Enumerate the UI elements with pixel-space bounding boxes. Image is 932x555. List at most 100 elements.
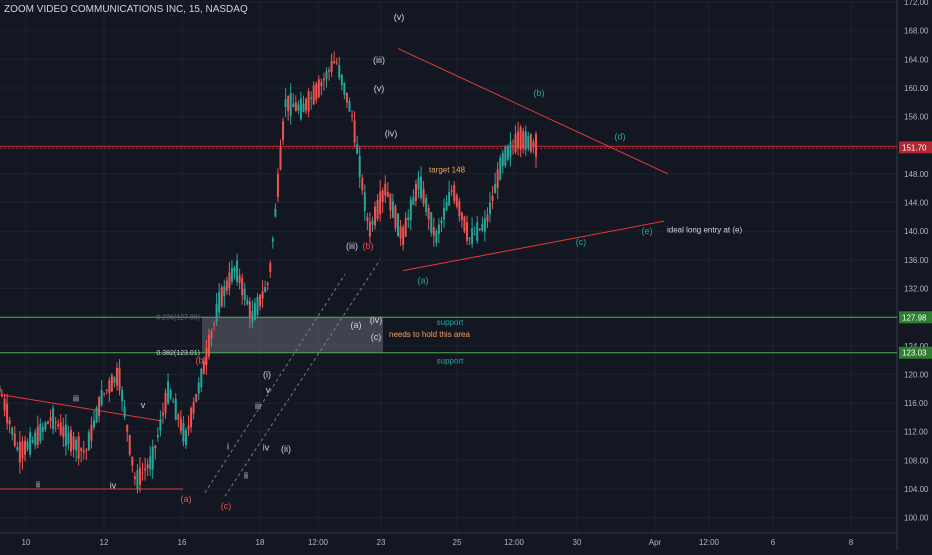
y-tick-label: 172.00	[904, 0, 929, 7]
candle-body	[356, 144, 359, 154]
wave-label: (iv)	[370, 315, 383, 325]
wave-label: (c)	[576, 237, 587, 247]
wave-label: i	[227, 442, 229, 452]
candle-body	[41, 426, 44, 432]
x-tick-label: 16	[178, 538, 187, 547]
candle-body	[75, 439, 78, 451]
candle-body	[138, 467, 141, 485]
candle-body	[443, 208, 446, 220]
candle-body	[21, 441, 24, 459]
candle-body	[371, 220, 374, 225]
candle-body	[167, 380, 170, 404]
candle-body	[64, 424, 67, 446]
candle-body	[169, 389, 172, 399]
candle-body	[126, 425, 129, 432]
candle-body	[407, 217, 410, 221]
candle-body	[374, 206, 377, 226]
candle-body	[269, 263, 272, 272]
candle-body	[210, 331, 213, 339]
candle-body	[345, 92, 348, 103]
candle-body	[8, 420, 11, 425]
candle-body	[504, 146, 507, 166]
x-tick-label: Apr	[649, 538, 662, 547]
candle-body	[256, 297, 259, 315]
candle-body	[16, 447, 19, 450]
candle-body	[366, 217, 369, 222]
candle-body	[172, 401, 175, 403]
y-tick-label: 168.00	[904, 27, 929, 36]
candle-body	[320, 81, 323, 86]
candle-body	[220, 287, 223, 307]
candle-body	[87, 432, 90, 451]
candle-body	[386, 191, 389, 197]
candle-body	[412, 197, 415, 205]
candle-body	[46, 421, 49, 424]
candle-body	[1, 395, 3, 397]
candle-body	[463, 216, 466, 232]
candle-body	[333, 61, 336, 63]
wave-label: (i)	[263, 369, 271, 379]
candle-body	[159, 419, 162, 431]
channel-lower-dashed	[224, 259, 381, 497]
support-zone	[202, 317, 383, 353]
candle-body	[445, 201, 448, 211]
candle-body	[108, 380, 111, 393]
y-tick-label: 132.00	[904, 284, 929, 293]
candle-body	[164, 392, 167, 414]
candle-body	[473, 233, 476, 235]
y-tick-label: 100.00	[904, 514, 929, 523]
candle-body	[259, 294, 262, 307]
candle-body	[11, 427, 14, 435]
candle-body	[448, 191, 451, 206]
candle-body	[353, 120, 356, 143]
candle-body	[95, 407, 98, 423]
candle-body	[363, 192, 366, 211]
candle-body	[483, 218, 486, 232]
candle-body	[302, 103, 305, 113]
candle-body	[466, 222, 469, 241]
candle-body	[195, 393, 198, 402]
candle-body	[246, 299, 249, 305]
chart-title: ZOOM VIDEO COMMUNICATIONS INC, 15, NASDA…	[4, 4, 248, 15]
candle-body	[123, 406, 126, 417]
candle-body	[499, 157, 502, 180]
candle-body	[325, 71, 328, 80]
candle-body	[253, 303, 256, 320]
candle-body	[460, 212, 463, 220]
candle-body	[146, 464, 149, 469]
wave-label: (a)	[418, 275, 429, 285]
y-tick-label: 144.00	[904, 199, 929, 208]
wave-label: (d)	[615, 132, 626, 142]
candle-body	[519, 127, 522, 151]
candle-body	[241, 278, 244, 296]
candle-body	[527, 135, 530, 148]
candle-body	[179, 418, 182, 431]
candle-body	[514, 133, 517, 153]
candle-body	[39, 423, 42, 442]
candle-body	[59, 422, 62, 435]
candle-body	[343, 83, 346, 95]
candle-body	[476, 222, 479, 241]
candle-body	[274, 209, 277, 217]
candle-body	[297, 104, 300, 111]
annotation-hold-area: needs to hold this area	[389, 330, 470, 339]
wave-label: (a)	[181, 494, 192, 504]
candle-body	[481, 223, 484, 231]
candle-body	[397, 213, 400, 237]
candle-body	[192, 402, 195, 414]
candle-body	[149, 456, 152, 470]
candle-body	[215, 303, 218, 322]
candle-body	[506, 145, 509, 160]
candle-body	[322, 78, 325, 81]
candle-body	[118, 367, 121, 391]
price-tag-label: 127.98	[902, 313, 927, 322]
candle-body	[72, 436, 75, 450]
wave-label: (b)	[363, 241, 374, 251]
candle-body	[207, 334, 210, 357]
candle-body	[233, 267, 236, 272]
x-tick-label: 6	[771, 538, 776, 547]
candle-body	[218, 292, 221, 313]
candle-body	[103, 393, 106, 395]
candle-body	[202, 361, 205, 374]
